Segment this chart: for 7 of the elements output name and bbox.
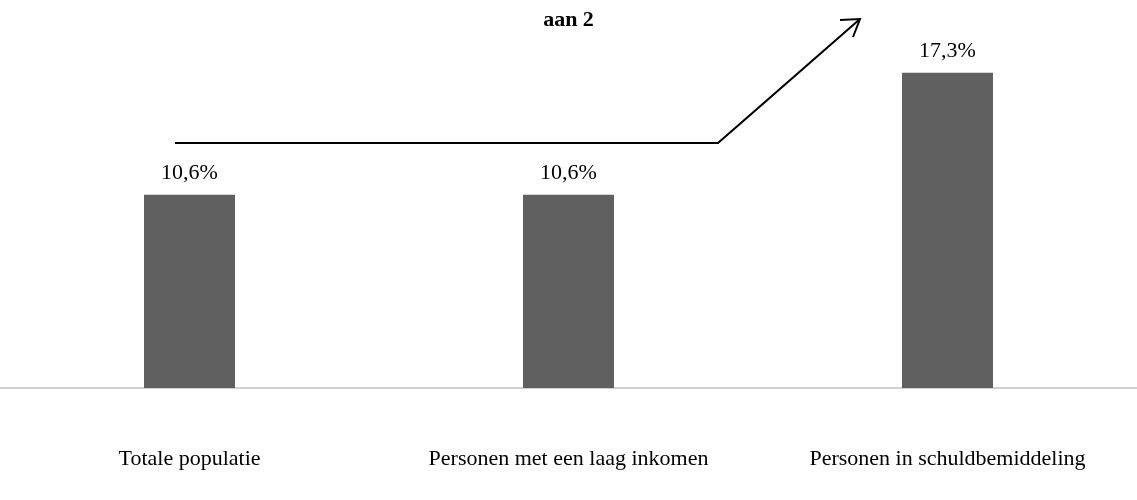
chart-title: aan 2	[543, 5, 594, 31]
data-label: 17,3%	[919, 37, 976, 63]
data-label: 10,6%	[540, 159, 597, 185]
data-label: 10,6%	[161, 159, 218, 185]
x-tick-label: Personen in schuldbemiddeling	[809, 444, 1086, 470]
x-tick-label: Totale populatie	[118, 444, 261, 470]
x-tick-label: Personen met een laag inkomen	[428, 444, 709, 470]
